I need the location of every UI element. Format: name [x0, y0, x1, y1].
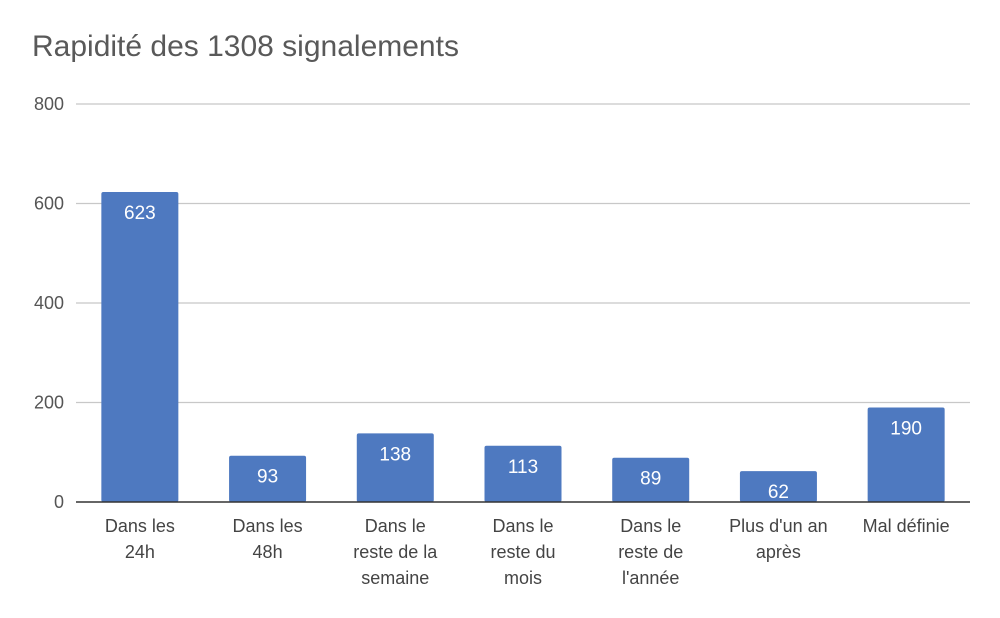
category-label-line: Plus d'un an	[729, 516, 828, 536]
data-label-3: 113	[508, 457, 538, 478]
data-label-1: 93	[257, 467, 278, 488]
category-label-line: Mal définie	[863, 516, 950, 536]
category-label-line: Dans le	[620, 516, 681, 536]
bar-4	[612, 457, 690, 502]
category-label-line: 24h	[125, 542, 155, 562]
y-tick-label-400: 400	[34, 293, 64, 313]
gridlines	[76, 103, 970, 404]
category-labels: Dans les 24h Dans les 48h Dans le reste de la…	[105, 516, 950, 588]
bar-6	[867, 407, 945, 502]
data-label-6: 190	[890, 418, 922, 439]
category-label-0: Dans les 24h	[105, 516, 175, 562]
category-label-line: Dans les	[105, 516, 175, 536]
category-label-4: Dans le reste de l'année	[618, 516, 683, 588]
data-labels: 623 93 138 113 89 62 190	[124, 203, 922, 503]
y-tick-label-0: 0	[54, 492, 64, 512]
category-label-line: Dans les	[233, 516, 303, 536]
category-label-line: semaine	[361, 568, 429, 588]
category-label-line: Dans le	[365, 516, 426, 536]
category-label-5: Plus d'un an après	[729, 516, 828, 562]
data-label-0: 623	[124, 203, 156, 224]
category-label-line: reste du	[490, 542, 555, 562]
bars	[101, 192, 945, 502]
y-tick-label-200: 200	[34, 393, 64, 413]
data-label-5: 62	[768, 482, 789, 503]
bar-1	[229, 455, 307, 502]
category-label-6: Mal définie	[863, 516, 950, 536]
bar-2	[356, 433, 434, 502]
y-tick-label-800: 800	[34, 94, 64, 114]
data-label-2: 138	[379, 444, 411, 465]
y-axis-ticks: 0 200 400 600 800	[34, 94, 64, 512]
category-label-line: Dans le	[492, 516, 553, 536]
category-label-line: l'année	[622, 568, 680, 588]
y-tick-label-600: 600	[34, 194, 64, 214]
category-label-3: Dans le reste du mois	[490, 516, 555, 588]
category-label-line: reste de la	[353, 542, 438, 562]
category-label-line: après	[756, 542, 801, 562]
category-label-line: mois	[504, 568, 542, 588]
bar-5	[739, 471, 817, 502]
chart-title: Rapidité des 1308 signalements	[32, 30, 459, 63]
category-label-1: Dans les 48h	[233, 516, 303, 562]
category-label-line: reste de	[618, 542, 683, 562]
bar-0	[101, 192, 179, 502]
category-label-2: Dans le reste de la semaine	[353, 516, 438, 588]
bar-3	[484, 445, 562, 502]
category-label-line: 48h	[253, 542, 283, 562]
data-label-4: 89	[640, 469, 661, 490]
